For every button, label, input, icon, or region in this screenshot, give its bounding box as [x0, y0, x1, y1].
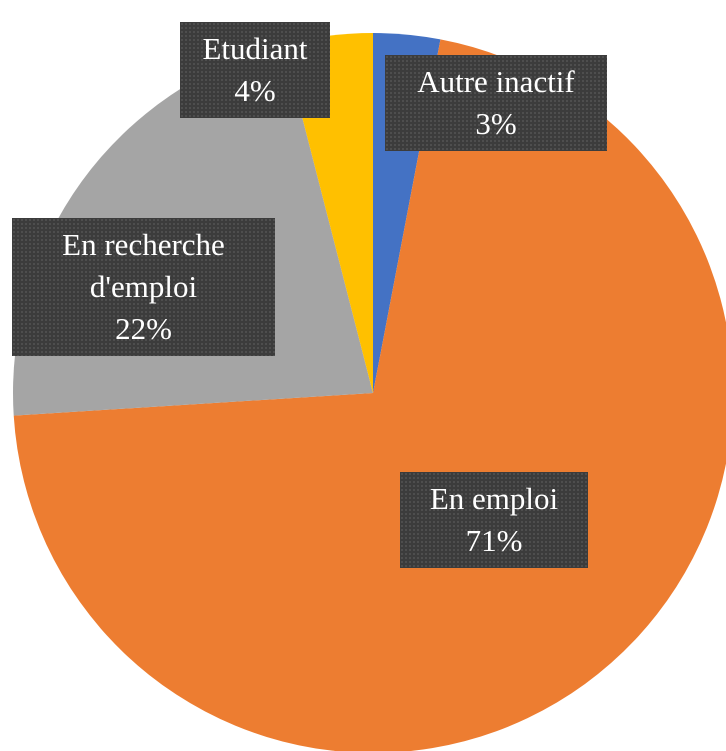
label-category: En recherche d'emploi: [62, 227, 225, 304]
label-category: Autre inactif: [417, 64, 575, 99]
label-value: 22%: [115, 311, 172, 346]
data-label: En recherche d'emploi 22%: [12, 218, 275, 356]
pie-slice: [13, 39, 726, 751]
label-category: En emploi: [429, 481, 559, 516]
label-value: 4%: [234, 73, 276, 108]
label-value: 71%: [465, 523, 523, 558]
data-label: Autre inactif 3%: [385, 55, 607, 151]
label-category: Etudiant: [202, 31, 308, 66]
pie-slice: [283, 33, 373, 393]
data-label: En emploi 71%: [400, 472, 588, 568]
data-label: Etudiant 4%: [180, 22, 330, 118]
label-value: 3%: [475, 106, 517, 141]
